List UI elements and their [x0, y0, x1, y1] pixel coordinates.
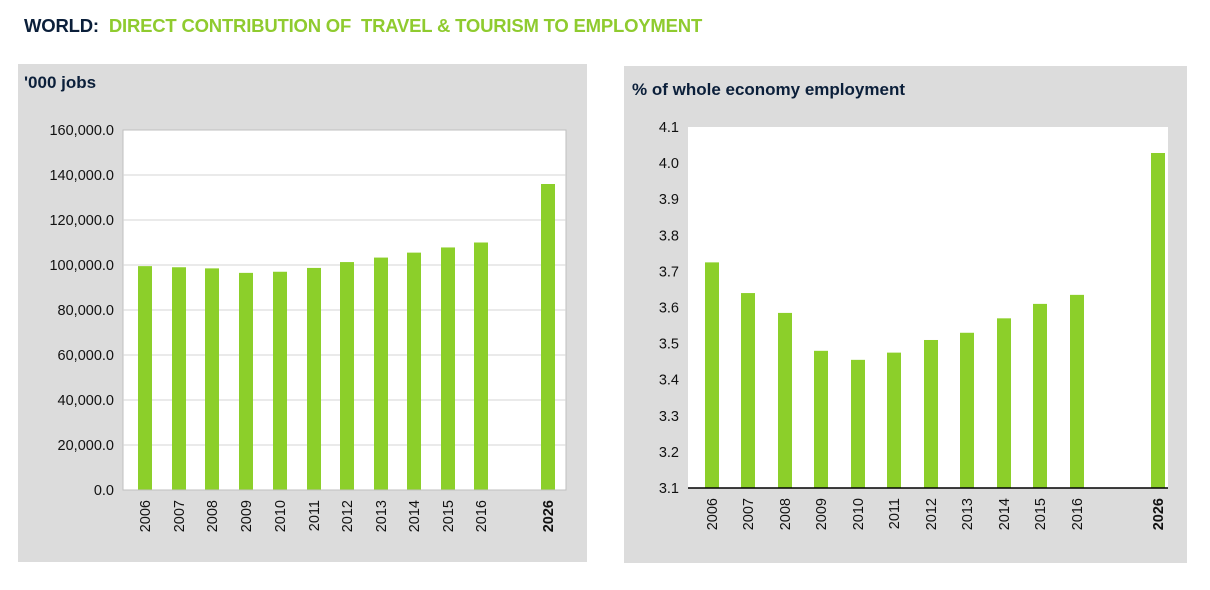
- y-tick-label: 3.8: [659, 228, 679, 244]
- bar-2007: [741, 293, 755, 488]
- bar-2010: [273, 271, 287, 490]
- y-tick-label: 120,000.0: [49, 213, 114, 229]
- y-tick-label: 80,000.0: [58, 303, 114, 319]
- title-main: DIRECT CONTRIBUTION OF TRAVEL & TOURISM …: [108, 15, 703, 36]
- y-axis-unit-label: '000 jobs: [24, 73, 97, 92]
- bar-2012: [340, 262, 354, 490]
- x-tick-label-2008: 2008: [205, 500, 221, 532]
- share-bar-chart: 3.1 3.2 3.3 3.4 3.5 3.6 3.7 3.8 3.9 4.0 4.1 2006 200…: [659, 120, 1168, 530]
- page-title: WORLD: DIRECT CONTRIBUTION OF TRAVEL & TO…: [24, 15, 702, 37]
- x-tick-label-2011: 2011: [887, 498, 903, 529]
- y-tick-label: 3.9: [659, 192, 679, 208]
- x-tick-label-2009: 2009: [814, 498, 830, 530]
- bar-2006: [138, 266, 152, 490]
- y-tick-label: 3.3: [659, 409, 679, 425]
- y-tick-label: 3.2: [659, 445, 679, 461]
- x-tick-label-2012: 2012: [340, 500, 356, 532]
- bar-2009: [814, 350, 828, 488]
- y-tick-label: 20,000.0: [58, 438, 114, 454]
- bar-2013: [374, 257, 388, 490]
- bar-2012: [924, 339, 938, 488]
- bar-2011: [307, 267, 321, 490]
- bar-2015: [441, 247, 455, 490]
- y-tick-label: 4.1: [659, 120, 679, 136]
- x-tick-label-2010: 2010: [851, 498, 867, 530]
- bar-2015: [1033, 303, 1047, 488]
- x-tick-label-2014: 2014: [407, 500, 423, 532]
- bar-2026: [541, 184, 555, 490]
- y-tick-label: 100,000.0: [49, 258, 114, 274]
- title-prefix: WORLD:: [24, 15, 99, 36]
- bar-2016: [474, 242, 488, 490]
- x-tick-label-2013: 2013: [374, 500, 390, 532]
- x-tick-label-2012: 2012: [924, 498, 940, 530]
- y-axis-unit-label: % of whole economy employment: [632, 80, 905, 99]
- x-tick-label-2007: 2007: [172, 500, 188, 532]
- bar-2011: [887, 352, 901, 488]
- bar-2026: [1151, 152, 1165, 488]
- x-tick-label-2015: 2015: [1033, 498, 1049, 530]
- x-tick-label-2009: 2009: [239, 500, 255, 532]
- y-tick-label: 3.5: [659, 337, 679, 353]
- x-tick-label-2016: 2016: [1070, 498, 1086, 530]
- x-tick-label-2006: 2006: [705, 498, 721, 530]
- x-tick-label-2016: 2016: [474, 500, 490, 532]
- x-tick-label-2026: 2026: [1151, 498, 1167, 530]
- y-tick-label: 3.6: [659, 301, 679, 317]
- y-tick-label: 140,000.0: [49, 168, 114, 184]
- bar-2008: [205, 268, 219, 490]
- x-tick-label-2007: 2007: [741, 498, 757, 530]
- x-tick-label-2008: 2008: [778, 498, 794, 530]
- x-tick-label-2010: 2010: [273, 500, 289, 532]
- bar-2009: [239, 272, 253, 490]
- bar-2014: [997, 318, 1011, 488]
- y-tick-label: 160,000.0: [49, 123, 114, 139]
- y-tick-label: 40,000.0: [58, 393, 114, 409]
- x-tick-label-2015: 2015: [441, 500, 457, 532]
- x-tick-label-2026: 2026: [541, 500, 557, 532]
- bar-2016: [1070, 294, 1084, 488]
- chart-panel-jobs: '000 jobs 0.0 20,000.0 40,000.0 60,000.0 80,…: [18, 64, 587, 562]
- y-tick-label: 0.0: [94, 483, 114, 499]
- x-tick-label-2014: 2014: [997, 498, 1013, 530]
- bar-2006: [705, 262, 719, 488]
- chart-panel-share: % of whole economy employment 3.1 3.2 3.3 3…: [624, 66, 1187, 563]
- y-tick-label: 4.0: [659, 156, 679, 172]
- y-tick-label: 60,000.0: [58, 348, 114, 364]
- bar-2007: [172, 267, 186, 490]
- x-tick-label-2011: 2011: [307, 500, 323, 531]
- y-tick-label: 3.4: [659, 373, 679, 389]
- x-tick-label-2006: 2006: [138, 500, 154, 532]
- bar-2013: [960, 332, 974, 488]
- bar-2014: [407, 252, 421, 490]
- bar-2008: [778, 312, 792, 488]
- x-tick-label-2013: 2013: [960, 498, 976, 530]
- y-tick-label: 3.7: [659, 264, 679, 280]
- y-tick-label: 3.1: [659, 481, 679, 497]
- jobs-bar-chart: 0.0 20,000.0 40,000.0 60,000.0 80,000.0 100,0…: [49, 123, 567, 532]
- bar-2010: [851, 359, 865, 488]
